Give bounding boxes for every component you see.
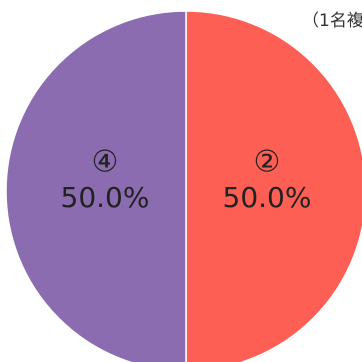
chart-note: （1名複 xyxy=(302,11,362,31)
pie-slice-2 xyxy=(5,10,187,362)
slice-category-label: ② xyxy=(254,145,281,180)
slice-value-label: 50.0% xyxy=(61,181,150,214)
slice-category-label: ④ xyxy=(92,145,119,180)
pie-slice-1 xyxy=(185,10,362,362)
slice-value-label: 50.0% xyxy=(223,181,312,214)
